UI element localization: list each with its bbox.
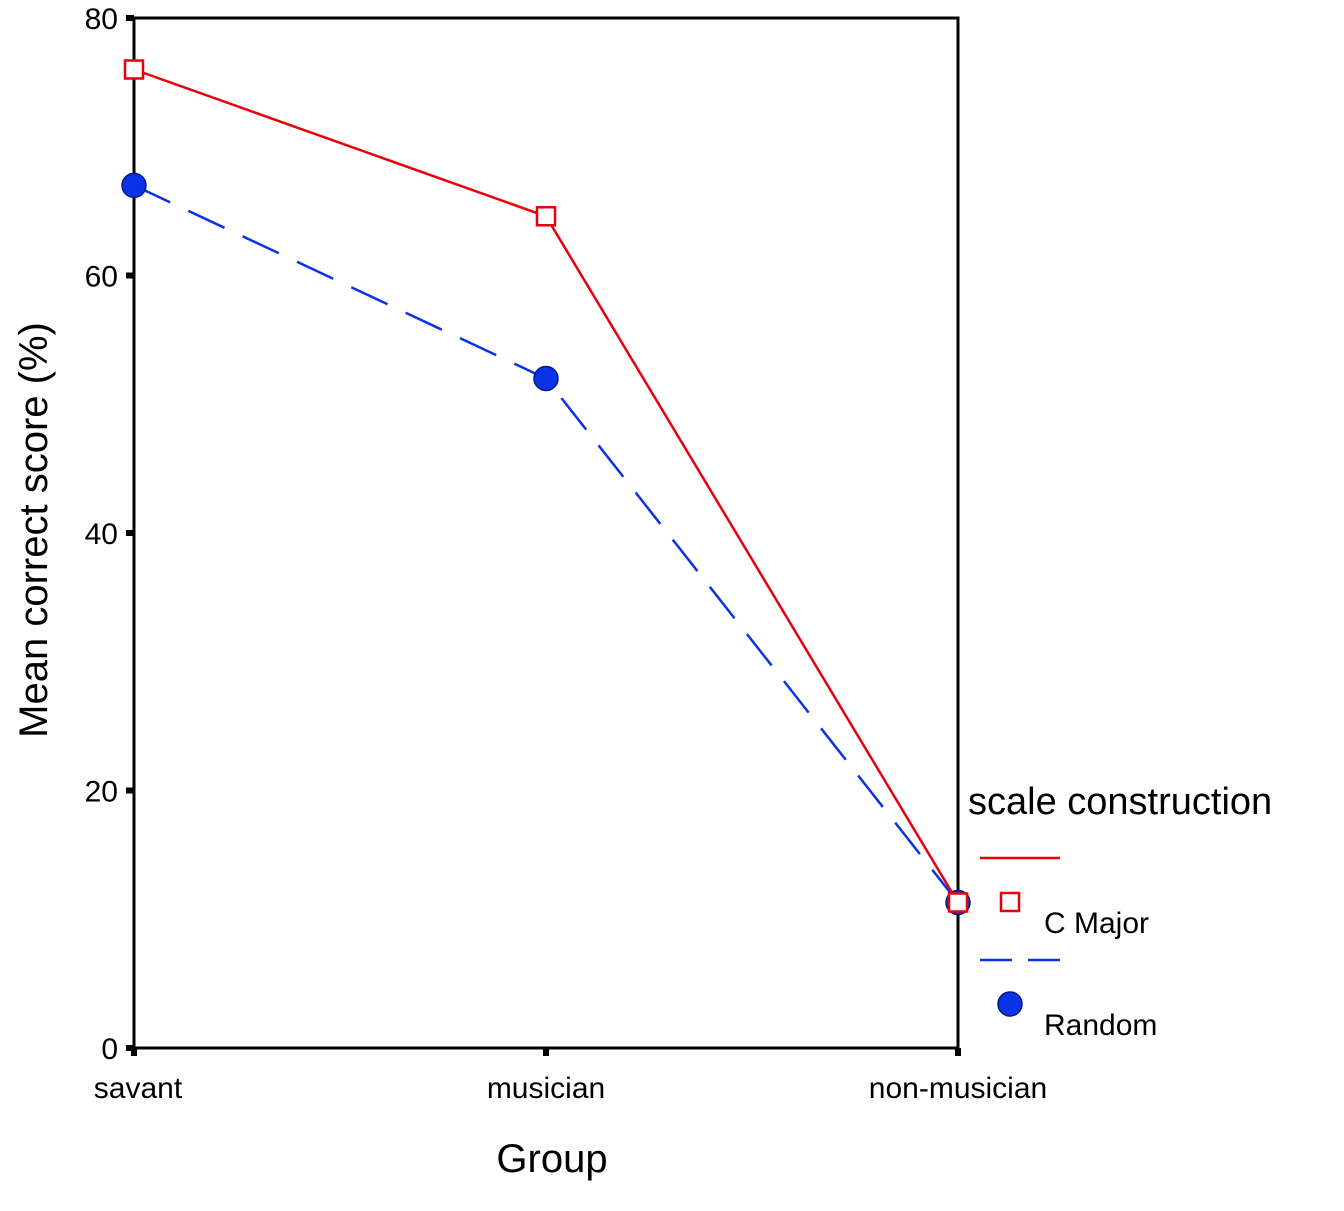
legend-item: C Major xyxy=(980,856,1149,940)
series-c-major xyxy=(123,59,969,913)
x-axis-title: Group xyxy=(496,1137,607,1181)
x-tick-label: non-musician xyxy=(869,1072,1047,1105)
legend-title: scale construction xyxy=(968,781,1272,823)
y-tick-label: 0 xyxy=(101,1033,118,1066)
y-tick-label: 20 xyxy=(85,776,118,809)
data-point xyxy=(121,172,147,199)
series-random xyxy=(121,172,971,916)
x-tick-label: savant xyxy=(94,1072,183,1105)
data-point xyxy=(999,891,1021,913)
y-tick-label: 80 xyxy=(85,3,118,36)
x-axis-ticks: savant musician non-musician xyxy=(94,1048,1047,1105)
data-point xyxy=(123,59,145,80)
x-tick-label: musician xyxy=(487,1072,605,1105)
y-tick-label: 60 xyxy=(85,261,118,294)
y-axis-ticks: 0 20 40 60 80 xyxy=(85,3,134,1066)
series-line xyxy=(133,184,959,904)
y-tick-label: 40 xyxy=(85,518,118,551)
legend-item: Random xyxy=(980,958,1157,1042)
axes xyxy=(132,16,960,1050)
data-point xyxy=(533,365,559,392)
data-point xyxy=(997,991,1023,1017)
series-layer xyxy=(121,59,971,916)
series-line xyxy=(133,68,960,904)
legend-label: Random xyxy=(1044,1009,1157,1042)
data-point xyxy=(947,892,969,913)
plot-frame xyxy=(132,16,960,1050)
legend-label: C Major xyxy=(1044,907,1149,940)
y-axis-title: Mean correct score (%) xyxy=(12,322,56,738)
data-point xyxy=(535,206,557,227)
legend: scale construction C Major Random xyxy=(968,781,1272,1042)
